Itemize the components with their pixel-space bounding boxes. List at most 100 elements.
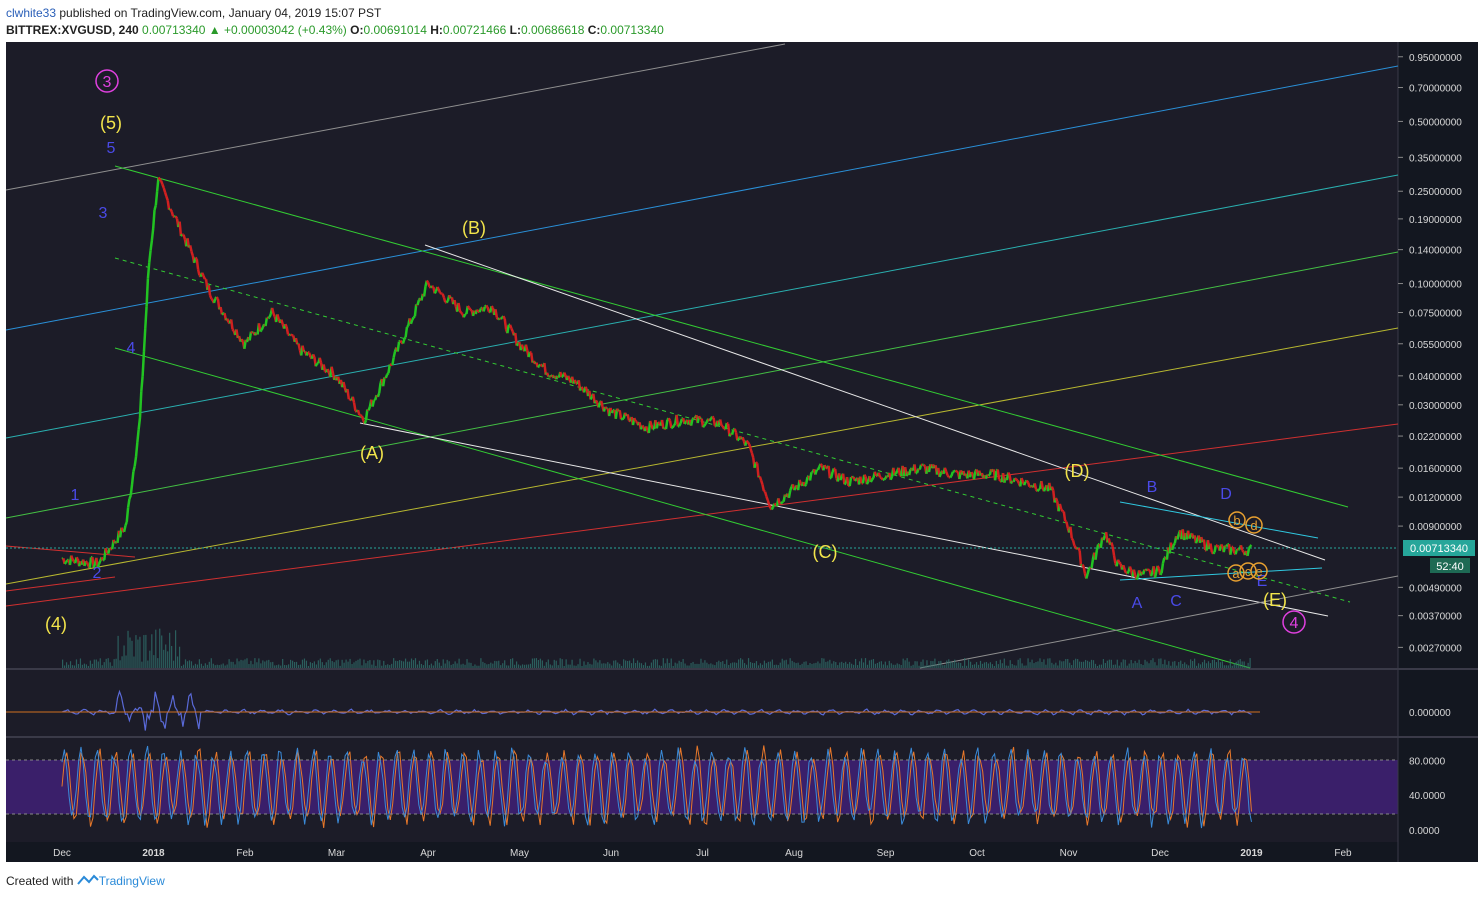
price-segment	[149, 240, 154, 251]
price-axis[interactable]	[1398, 42, 1478, 862]
volume-bar	[1019, 658, 1021, 668]
volume-bar	[67, 664, 70, 668]
author-link[interactable]: clwhite33	[6, 6, 57, 20]
tradingview-link[interactable]: TradingView	[98, 874, 165, 888]
volume-bar	[597, 662, 599, 668]
volume-bar	[1182, 663, 1184, 668]
price-tick-label: 0.02200000	[1409, 432, 1462, 443]
volume-bar	[894, 664, 896, 668]
wave-label[interactable]: (C)	[813, 542, 838, 562]
volume-bar	[1168, 661, 1170, 668]
volume-bar	[1243, 661, 1245, 668]
volume-bar	[1223, 665, 1225, 668]
price-segment	[188, 245, 193, 252]
volume-bar	[860, 658, 863, 668]
wave-label[interactable]: B	[1147, 479, 1158, 496]
wave-label[interactable]: 3	[99, 205, 108, 222]
trendline[interactable]	[5, 65, 1399, 331]
wave-labels[interactable]: 3 (5) 5 3 4 1 2 (4) (B) (A) (C) (D) (E) …	[45, 69, 1306, 634]
volume-bar	[151, 634, 153, 668]
price-segment	[703, 423, 707, 427]
price-series[interactable]	[61, 176, 1253, 581]
price-segment	[1094, 549, 1099, 560]
price-segment	[779, 501, 784, 505]
wave-label[interactable]: A	[1132, 595, 1143, 612]
price-tick-label: 0.03000000	[1409, 401, 1462, 412]
trendline[interactable]	[5, 43, 786, 191]
trendline[interactable]	[424, 244, 1326, 561]
wave-label[interactable]: b	[1233, 513, 1240, 528]
price-pane[interactable]	[6, 42, 1398, 668]
trendline[interactable]	[1119, 567, 1323, 581]
volume-bar	[258, 658, 260, 668]
trendline[interactable]	[5, 174, 1399, 439]
price-segment	[946, 474, 950, 478]
volume-bar	[611, 665, 613, 668]
price-segment	[668, 420, 673, 429]
volume-bar	[1039, 658, 1041, 668]
volume-bar	[1227, 665, 1229, 668]
trendline[interactable]	[5, 251, 1399, 519]
wave-label[interactable]: (A)	[360, 443, 384, 463]
price-segment	[301, 345, 306, 352]
volume-bar	[71, 665, 74, 668]
volume-bar	[769, 661, 771, 668]
wave-label[interactable]: c	[1245, 564, 1252, 579]
trendline[interactable]	[5, 327, 1399, 585]
wave-label[interactable]: 2	[93, 565, 102, 582]
wave-label[interactable]: D	[1220, 486, 1232, 503]
wave-label[interactable]: 4	[1290, 615, 1299, 632]
wave-label[interactable]: 1	[71, 487, 80, 504]
price-segment	[721, 424, 724, 428]
trendline[interactable]	[919, 575, 1399, 669]
volume-bar	[105, 658, 107, 668]
price-segment	[346, 389, 351, 400]
trendline[interactable]	[5, 423, 1399, 607]
current-price-tag	[1403, 540, 1475, 556]
wave-label[interactable]: C	[1170, 593, 1182, 610]
wave-label[interactable]: (E)	[1263, 590, 1287, 610]
chart-canvas[interactable]: 0.95000000 0.70000000 0.50000000 0.35000000…	[0, 40, 1484, 864]
price-tick-label: 0.10000000	[1409, 280, 1462, 291]
volume-bar	[79, 658, 82, 668]
current-price-tag-text: 0.00713340	[1410, 543, 1468, 555]
volume-bar	[609, 663, 611, 668]
wave-label[interactable]: (5)	[100, 113, 122, 133]
trendline[interactable]	[5, 576, 116, 592]
trendline[interactable]	[114, 165, 1349, 508]
wave-label[interactable]: d	[1250, 518, 1257, 533]
volume-bar	[468, 662, 470, 668]
price-segment	[173, 215, 177, 218]
wave-label[interactable]: (D)	[1065, 461, 1090, 481]
price-segment	[816, 466, 821, 471]
wave-label[interactable]: (4)	[45, 614, 67, 634]
wave-label[interactable]: E	[1257, 573, 1268, 590]
trendline[interactable]	[1119, 501, 1319, 539]
wave-label[interactable]: 3	[103, 74, 112, 91]
price-segment	[363, 419, 368, 425]
wave-label-circle	[1250, 562, 1268, 580]
wave-label[interactable]: 4	[127, 340, 136, 357]
trendline[interactable]	[114, 347, 1251, 669]
volume-bar	[289, 659, 292, 668]
oscillator-pane[interactable]	[6, 670, 1398, 736]
wave-label[interactable]: (B)	[462, 218, 486, 238]
volume-bar	[1029, 662, 1031, 668]
volume-bar	[1160, 658, 1162, 668]
price-tick-label: 0.07500000	[1409, 309, 1462, 320]
volume-bar	[182, 664, 185, 668]
trendline-drawings[interactable]	[5, 43, 1399, 669]
volume-bar	[617, 662, 619, 668]
price-segment	[326, 368, 331, 374]
volume-bar	[466, 659, 468, 668]
volume-bar	[902, 658, 904, 668]
wave-label[interactable]: e	[1255, 564, 1262, 579]
wave-label[interactable]: 5	[107, 140, 116, 157]
time-tick-label: Dec	[53, 848, 71, 859]
volume-bar	[490, 662, 492, 668]
wave-label[interactable]: a	[1232, 566, 1240, 581]
price-segment	[1116, 559, 1121, 564]
volume-bar	[77, 664, 80, 668]
trendline[interactable]	[359, 422, 1329, 617]
volume-bar	[779, 662, 781, 668]
